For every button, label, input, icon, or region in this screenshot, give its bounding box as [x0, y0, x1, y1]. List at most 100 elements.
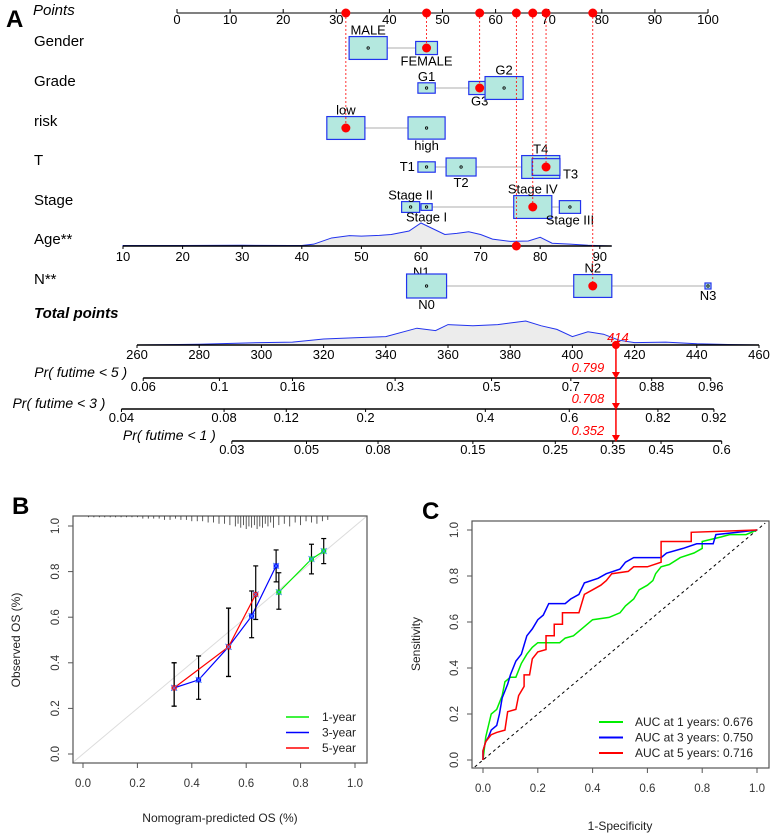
probability-tick-label: 0.96 — [698, 379, 723, 394]
level-box — [405, 273, 448, 299]
total-points-tick-label: 400 — [562, 347, 584, 362]
total-points-density-curve — [136, 320, 760, 346]
probability-axis-label: Pr( futime < 1 ) — [123, 427, 216, 443]
total-points-value: 414 — [607, 330, 629, 345]
roc-plot: 0.0 0.0 0.2 0.2 0.4 0.4 0.6 0.6 0.8 0.8 1.0 1.0 1-Sp… — [409, 520, 770, 833]
total-points-tick-label: 360 — [437, 347, 459, 362]
level-center-point — [424, 86, 429, 90]
probability-tick-label: 0.05 — [294, 442, 319, 457]
level-center-point — [424, 284, 429, 288]
probability-arrow-icon — [611, 403, 620, 410]
level-label: G3 — [471, 94, 488, 109]
total-points-tick-label: 460 — [748, 347, 770, 362]
level-box — [417, 161, 436, 173]
points-axis-title: Points — [33, 2, 75, 19]
points-marker — [588, 8, 598, 18]
roc-x-tick-label: 0.4 — [585, 783, 602, 795]
legend-label: AUC at 1 years: 0.676 — [635, 715, 753, 729]
selected-level-marker — [341, 123, 351, 133]
probability-tick-label: 0.5 — [483, 379, 501, 394]
probability-tick-label: 0.1 — [210, 379, 228, 394]
total-points-tick-label: 260 — [126, 347, 148, 362]
total-points-tick-label: 440 — [686, 347, 708, 362]
calibration-cross-marker — [248, 612, 255, 620]
level-label: MALE — [350, 23, 386, 38]
panel-c-label: C — [422, 498, 439, 525]
variable-label: N** — [34, 271, 57, 288]
level-label: T1 — [400, 159, 415, 174]
level-label: N3 — [700, 288, 717, 303]
roc-plot-frame — [471, 520, 770, 769]
points-marker — [511, 8, 521, 18]
age-tick-label: 50 — [354, 249, 368, 264]
probability-tick-label: 0.82 — [645, 410, 670, 425]
level-label: Stage I — [406, 209, 447, 224]
level-label: T3 — [563, 166, 578, 181]
points-tick-label: 10 — [223, 12, 237, 27]
x-axis-title: 1-Specificity — [588, 819, 653, 833]
calibration-plot-frame — [72, 515, 368, 764]
variable-label: Stage — [34, 192, 73, 209]
roc-y-tick-label: 0.4 — [449, 659, 461, 676]
probability-axis-label: Pr( futime < 3 ) — [12, 395, 105, 411]
total-points-tick-label: 280 — [188, 347, 210, 362]
probability-arrow-icon — [611, 435, 620, 442]
age-tick-label: 60 — [414, 249, 428, 264]
points-marker — [541, 8, 551, 18]
probability-value: 0.708 — [572, 391, 605, 406]
level-box — [484, 75, 524, 101]
calibration-y-tick-label: 0.4 — [50, 654, 62, 671]
total-points-tick-label: 340 — [375, 347, 397, 362]
points-tick-label: 30 — [329, 12, 343, 27]
roc-curve-5-year — [482, 529, 758, 760]
legend-label: AUC at 3 years: 0.750 — [635, 731, 753, 745]
legend-label: 5-year — [322, 741, 356, 755]
y-axis-title: Observed OS (%) — [9, 593, 23, 688]
points-tick-label: 50 — [435, 12, 449, 27]
level-label: N0 — [418, 297, 435, 312]
calibration-plot: 0.0 0.0 0.2 0.2 0.4 0.4 0.6 0.6 0.8 0.8 1.0 1.0 Nomo… — [9, 515, 368, 825]
points-marker — [341, 8, 351, 18]
probability-tick-label: 0.15 — [460, 442, 485, 457]
calibration-cross-marker — [272, 562, 280, 570]
level-label: T2 — [453, 175, 468, 190]
calibration-x-tick-label: 0.4 — [184, 778, 201, 790]
age-tick-label: 30 — [235, 249, 249, 264]
probability-tick-label: 0.06 — [131, 379, 156, 394]
calibration-line-5-year — [173, 594, 257, 689]
level-center-point — [424, 126, 429, 130]
calibration-x-tick-label: 0.0 — [75, 778, 91, 790]
level-box — [348, 35, 388, 61]
x-axis-title: Nomogram-predicted OS (%) — [142, 811, 297, 825]
y-axis-title: Sensitivity — [409, 617, 423, 671]
nomogram: Points 0 10 20 30 40 50 60 70 80 90 100 Gender MALE FE… — [12, 2, 769, 457]
points-marker — [528, 8, 538, 18]
roc-curve-3-year — [482, 529, 758, 760]
calibration-cross-marker — [252, 591, 260, 598]
level-box — [401, 200, 421, 214]
level-label: G2 — [495, 63, 512, 78]
level-center-point — [459, 165, 463, 169]
ideal-diagonal-line — [71, 516, 367, 764]
calibration-y-tick-label: 0.8 — [50, 564, 62, 580]
calibration-y-tick-label: 0.6 — [50, 609, 62, 625]
level-label: N2 — [584, 261, 601, 276]
probability-axis-label: Pr( futime < 5 ) — [34, 364, 127, 380]
roc-curve-1-year — [482, 529, 758, 761]
variable-label: Age** — [34, 231, 73, 248]
legend-label: 3-year — [322, 726, 356, 740]
calibration-cross-marker — [320, 547, 328, 555]
calibration-cross-marker — [308, 555, 315, 563]
level-box — [417, 82, 436, 94]
level-label: Stage II — [388, 188, 433, 203]
legend-label: 1-year — [322, 710, 356, 724]
total-points-tick-label: 320 — [313, 347, 335, 362]
level-box — [558, 200, 582, 214]
level-center-point — [568, 205, 572, 209]
variable-label: T — [34, 152, 43, 169]
selected-level-marker — [422, 43, 432, 53]
level-box — [445, 157, 477, 177]
level-label: FEMALE — [401, 54, 453, 69]
probability-tick-label: 0.35 — [600, 442, 625, 457]
probability-tick-label: 0.3 — [386, 379, 404, 394]
